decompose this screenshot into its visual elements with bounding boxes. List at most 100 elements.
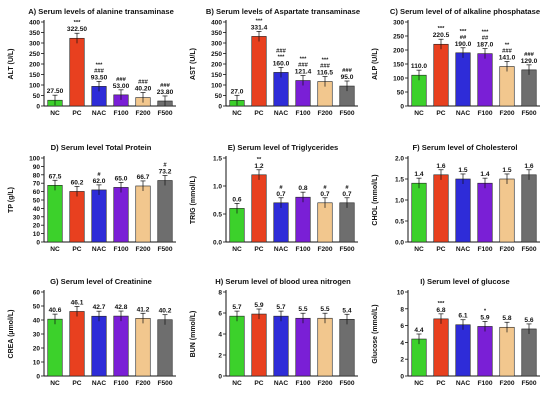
bar-pc [251, 36, 267, 107]
bar-nac [91, 189, 107, 243]
y-tick-label: 1.5 [395, 177, 404, 184]
x-tick-label: F100 [295, 380, 310, 387]
x-tick-label: F500 [521, 380, 536, 387]
y-axis-label: Glucose (mmol/L) [372, 304, 379, 363]
data-label: 0.7 [342, 191, 351, 198]
bar-f500 [521, 174, 537, 243]
bar-f100 [295, 317, 311, 377]
x-tick-label: F200 [317, 110, 332, 117]
bar-nc [47, 185, 63, 243]
panel-2: B) Serum levels of Aspartate transaminas… [190, 7, 360, 117]
y-axis-label: BUN (mmol/L) [190, 311, 197, 358]
data-label: 40.20 [135, 86, 152, 93]
y-axis-label: AST (U/L) [190, 48, 197, 80]
panel-5: E) Serum level of Triglycerides TRIG (mmo… [190, 143, 358, 253]
y-tick-label: 10 [33, 231, 41, 238]
bar-f500 [339, 202, 355, 243]
y-tick-label: 4 [218, 332, 222, 339]
y-tick-label: 1.5 [213, 156, 222, 163]
y-tick-label: 0.0 [213, 240, 222, 247]
x-tick-label: F500 [339, 380, 354, 387]
panel-3: C) Serum level of of alkaline phosphatas… [372, 7, 540, 117]
y-tick-label: 0 [36, 240, 40, 247]
y-tick-label: 150 [29, 72, 40, 79]
panel-title: A) Serum levels of alanine transaminase [28, 7, 174, 16]
panel-title: I) Serum level of glucose [420, 277, 509, 286]
x-tick-label: PC [436, 380, 445, 387]
y-tick-label: 40 [33, 318, 41, 325]
data-label: 5.8 [502, 315, 511, 322]
x-tick-label: F100 [295, 246, 310, 253]
data-label: 5.5 [320, 306, 329, 313]
bar-f200 [499, 178, 515, 243]
x-tick-label: PC [72, 246, 81, 253]
bar-f200 [317, 202, 333, 243]
significance-mark: ### [160, 83, 170, 89]
significance-mark: # [323, 185, 327, 191]
y-tick-label: 50 [397, 90, 405, 97]
x-tick-label: F200 [499, 110, 514, 117]
significance-mark: ** [257, 157, 262, 163]
panel-6: F) Serum level of Cholesterol CHOL (mmol/… [372, 143, 540, 253]
y-tick-label: 150 [211, 72, 222, 79]
significance-mark: ** [505, 42, 510, 48]
x-tick-label: F200 [135, 110, 150, 117]
x-tick-label: NAC [92, 110, 107, 117]
data-label: 190.0 [455, 41, 472, 48]
y-tick-label: 90 [33, 164, 41, 171]
y-tick-label: 400 [29, 20, 40, 27]
significance-mark: ### [116, 77, 126, 83]
data-label: 6.8 [436, 307, 445, 314]
bar-pc [251, 174, 267, 243]
data-label: 0.8 [298, 185, 307, 192]
significance-mark: # [97, 172, 101, 178]
panel-1: A) Serum levels of alanine transaminase A… [8, 7, 176, 117]
y-tick-label: 50 [33, 304, 41, 311]
bar-pc [251, 313, 267, 377]
bar-pc [69, 191, 85, 243]
y-tick-label: 300 [29, 41, 40, 48]
x-tick-label: NAC [92, 380, 107, 387]
y-tick-label: 250 [393, 34, 404, 41]
significance-mark: # [163, 162, 167, 168]
data-label: 160.0 [273, 60, 290, 67]
bar-pc [69, 311, 85, 377]
x-tick-label: F100 [113, 246, 128, 253]
data-label: 1.4 [414, 171, 423, 178]
significance-mark: # [279, 185, 283, 191]
y-axis-label: CHOL (mmol/L) [372, 174, 379, 225]
y-tick-label: 2 [218, 353, 222, 360]
x-tick-label: F200 [135, 380, 150, 387]
x-tick-label: F200 [499, 246, 514, 253]
x-tick-label: NAC [274, 110, 289, 117]
y-tick-label: 100 [29, 156, 40, 163]
data-label: 5.6 [524, 317, 533, 324]
y-tick-label: 250 [29, 51, 40, 58]
panel-title: B) Serum levels of Aspartate transaminas… [206, 7, 360, 16]
significance-mark: *** [460, 29, 468, 35]
x-tick-label: NC [414, 110, 424, 117]
significance-mark: *** [74, 20, 82, 26]
bar-f100 [477, 182, 493, 243]
x-tick-label: F500 [521, 246, 536, 253]
bar-f100 [113, 187, 129, 243]
data-label: 5.7 [276, 304, 285, 311]
y-tick-label: 60 [33, 189, 41, 196]
x-tick-label: F500 [521, 110, 536, 117]
bar-f100 [477, 326, 493, 377]
x-tick-label: NC [232, 110, 242, 117]
bar-f500 [157, 319, 173, 377]
data-label: 5.4 [342, 307, 351, 314]
x-tick-label: F200 [317, 246, 332, 253]
data-label: 1.5 [458, 167, 467, 174]
x-tick-label: PC [436, 246, 445, 253]
bar-f200 [135, 318, 151, 377]
y-tick-label: 200 [211, 62, 222, 69]
y-axis-label: TRIG (mmol/L) [190, 176, 197, 224]
significance-mark: *** [96, 62, 104, 68]
data-label: 42.8 [115, 304, 128, 311]
significance-mark: ### [320, 63, 330, 69]
significance-mark: ### [524, 52, 534, 58]
x-tick-label: NAC [456, 246, 471, 253]
bar-f500 [339, 318, 355, 377]
